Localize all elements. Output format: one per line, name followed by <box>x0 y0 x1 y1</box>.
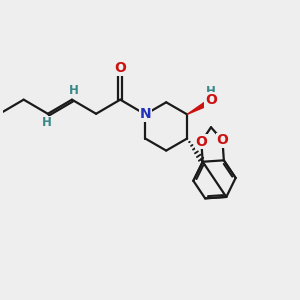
Text: O: O <box>205 93 217 107</box>
Text: O: O <box>195 135 207 149</box>
Text: H: H <box>42 116 52 129</box>
Text: N: N <box>140 107 151 122</box>
Text: O: O <box>114 61 126 75</box>
Polygon shape <box>187 100 210 114</box>
Text: H: H <box>206 85 215 98</box>
Text: O: O <box>217 133 228 147</box>
Text: H: H <box>68 84 78 97</box>
